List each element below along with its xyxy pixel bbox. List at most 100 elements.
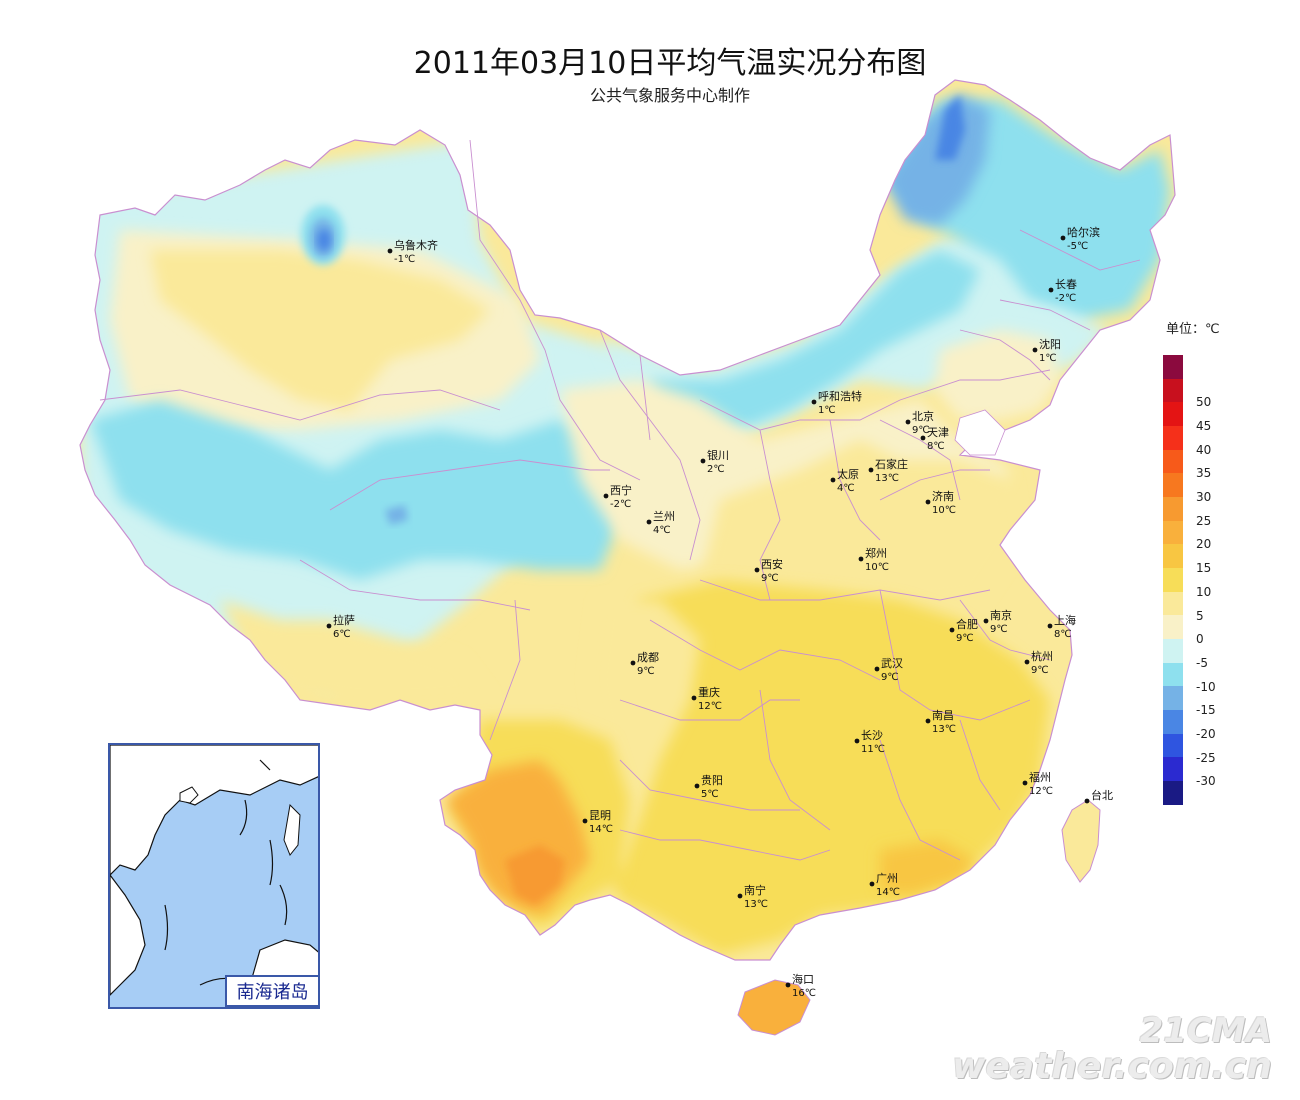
city-marker: 昆明 14℃ bbox=[582, 809, 613, 835]
city-name: 福州 bbox=[1029, 770, 1051, 784]
legend-swatch bbox=[1163, 355, 1183, 379]
city-dot bbox=[811, 399, 817, 405]
city-temperature: 9℃ bbox=[912, 425, 930, 436]
legend-tick-label: 30 bbox=[1196, 490, 1212, 505]
city-temperature: 13℃ bbox=[875, 473, 899, 484]
city-temperature: 9℃ bbox=[1031, 665, 1049, 676]
city-name: 天津 bbox=[927, 426, 949, 439]
city-dot bbox=[830, 477, 836, 483]
city-dot bbox=[925, 718, 931, 724]
legend-swatch bbox=[1163, 710, 1183, 734]
legend-swatch bbox=[1163, 757, 1183, 782]
city-name: 台北 bbox=[1091, 788, 1113, 802]
legend-tick-label: -20 bbox=[1196, 726, 1216, 741]
page-title: 2011年03月10日平均气温实况分布图 bbox=[413, 46, 927, 81]
city-dot bbox=[905, 419, 911, 425]
city-name: 昆明 bbox=[589, 809, 611, 822]
city-name: 重庆 bbox=[698, 685, 720, 699]
bohai-sea bbox=[954, 409, 1006, 456]
city-temperature: 9℃ bbox=[990, 624, 1008, 635]
city-marker: 长春 -2℃ bbox=[1048, 278, 1077, 304]
page-subtitle: 公共气象服务中心制作 bbox=[589, 86, 750, 105]
city-dot bbox=[983, 618, 989, 624]
city-name: 南昌 bbox=[932, 709, 954, 722]
city-dot bbox=[630, 660, 636, 666]
city-marker: 太原 4℃ bbox=[830, 468, 859, 494]
legend-color-bar bbox=[1163, 355, 1183, 805]
city-marker: 南京 9℃ bbox=[983, 608, 1012, 635]
city-temperature: 8℃ bbox=[1054, 629, 1072, 640]
legend-swatch bbox=[1163, 591, 1183, 616]
city-name: 广州 bbox=[876, 872, 898, 885]
city-temperature: 16℃ bbox=[792, 988, 816, 999]
city-dot bbox=[700, 458, 706, 464]
city-dot bbox=[1048, 287, 1054, 293]
city-marker: 广州 14℃ bbox=[869, 872, 900, 898]
legend-swatch bbox=[1163, 733, 1183, 758]
city-marker: 哈尔滨 -5℃ bbox=[1060, 225, 1100, 252]
city-dot bbox=[785, 982, 791, 988]
city-dot bbox=[1084, 798, 1090, 804]
city-marker: 西宁 -2℃ bbox=[603, 483, 632, 510]
city-marker: 重庆 12℃ bbox=[691, 685, 722, 712]
legend-tick-label: -5 bbox=[1196, 655, 1208, 670]
site-watermark: 21CMA weather.com.cn bbox=[952, 1014, 1272, 1086]
city-name: 沈阳 bbox=[1039, 337, 1061, 351]
city-marker: 南昌 13℃ bbox=[925, 709, 956, 735]
city-temperature: -1℃ bbox=[394, 254, 415, 265]
legend-swatch bbox=[1163, 497, 1183, 521]
city-name: 成都 bbox=[637, 651, 659, 664]
legend-tick-label: 40 bbox=[1196, 442, 1212, 457]
city-temperature: 12℃ bbox=[1029, 786, 1053, 797]
city-marker: 天津 8℃ bbox=[920, 426, 949, 452]
city-name: 兰州 bbox=[653, 510, 675, 523]
city-marker: 海口 16℃ bbox=[785, 972, 816, 999]
city-dot bbox=[737, 893, 743, 899]
city-name: 石家庄 bbox=[875, 457, 908, 471]
legend-tick-label: 20 bbox=[1196, 537, 1212, 552]
city-temperature: 4℃ bbox=[837, 483, 855, 494]
legend-swatch bbox=[1163, 615, 1183, 640]
city-name: 济南 bbox=[932, 489, 954, 503]
city-dot bbox=[754, 567, 760, 573]
city-dot bbox=[1047, 623, 1053, 629]
city-marker: 拉萨 6℃ bbox=[326, 613, 355, 640]
legend-tick-label: 50 bbox=[1196, 395, 1212, 410]
legend-swatch bbox=[1163, 686, 1183, 711]
city-marker: 南宁 13℃ bbox=[737, 883, 768, 910]
city-marker: 沈阳 1℃ bbox=[1032, 337, 1061, 364]
inset-label: 南海诸岛 bbox=[225, 975, 320, 1007]
city-temperature: 11℃ bbox=[861, 744, 885, 755]
city-name: 贵阳 bbox=[701, 774, 723, 787]
city-temperature: -2℃ bbox=[1055, 293, 1076, 304]
legend-swatch bbox=[1163, 426, 1183, 450]
city-temperature: 1℃ bbox=[818, 405, 836, 416]
legend-swatch bbox=[1163, 662, 1183, 687]
south-china-sea-inset bbox=[108, 743, 320, 1009]
city-dot bbox=[694, 783, 700, 789]
mainland-temperature-field bbox=[79, 79, 1176, 961]
city-name: 太原 bbox=[837, 468, 859, 481]
city-marker: 郑州 10℃ bbox=[858, 546, 889, 573]
city-dot bbox=[858, 556, 864, 562]
city-name: 杭州 bbox=[1031, 649, 1053, 663]
city-dot bbox=[1032, 347, 1038, 353]
city-marker: 成都 9℃ bbox=[630, 651, 659, 677]
city-dot bbox=[1060, 235, 1066, 241]
city-name: 南宁 bbox=[744, 883, 766, 897]
city-dot bbox=[646, 519, 652, 525]
city-dot bbox=[920, 435, 926, 441]
legend-swatch bbox=[1163, 449, 1183, 474]
city-marker: 济南 10℃ bbox=[925, 489, 956, 516]
legend-swatch bbox=[1163, 402, 1183, 427]
city-temperature: 1℃ bbox=[1039, 353, 1057, 364]
legend-swatch bbox=[1163, 520, 1183, 545]
city-temperature: 13℃ bbox=[932, 724, 956, 735]
legend-title: 单位：℃ bbox=[1166, 322, 1220, 337]
city-temperature: 2℃ bbox=[707, 464, 725, 475]
hainan-island bbox=[737, 979, 811, 1036]
legend-tick-label: 35 bbox=[1196, 466, 1212, 481]
legend-tick-label: -15 bbox=[1196, 703, 1216, 718]
city-name: 拉萨 bbox=[333, 613, 355, 627]
